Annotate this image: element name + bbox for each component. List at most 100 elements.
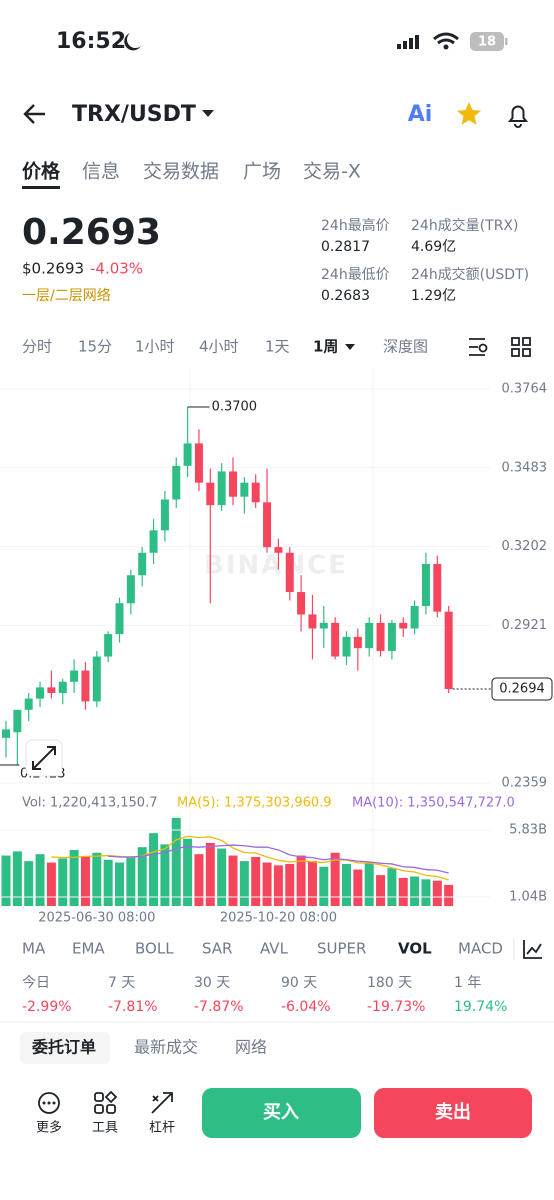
- indicator[interactable]: AVL: [260, 940, 289, 958]
- volume-bar: [171, 817, 181, 906]
- buy-button[interactable]: [202, 1088, 361, 1138]
- pair-title[interactable]: TRX/USDT: [72, 102, 196, 127]
- candle-body: [13, 709, 22, 733]
- candle-body: [138, 552, 147, 576]
- candle-body: [115, 603, 124, 635]
- interval[interactable]: 1小时: [135, 338, 175, 356]
- candle-body: [444, 611, 453, 690]
- volume-bar: [183, 838, 193, 906]
- order-tab[interactable]: 网络: [235, 1038, 267, 1057]
- tab[interactable]: 交易数据: [143, 161, 219, 183]
- volume-tick-label: 1.04B: [509, 889, 547, 904]
- bell-icon[interactable]: [507, 105, 529, 128]
- stat-value: 0.2683: [321, 288, 370, 304]
- volume-bar: [262, 862, 272, 906]
- volume-legend: MA(10): 1,350,547,727.0: [352, 796, 515, 811]
- stat-label: 24h最低价: [321, 267, 390, 283]
- candle-body: [126, 575, 135, 604]
- stat-value: 0.2817: [321, 239, 370, 255]
- y-tick-label: 0.2359: [502, 776, 548, 791]
- interval-dropdown[interactable]: [345, 344, 355, 350]
- chart-settings-icon[interactable]: [469, 338, 488, 356]
- fullscreen-icon: [32, 746, 56, 770]
- volume-bar: [444, 884, 454, 906]
- x-tick-label: 2025-10-20 08:00: [220, 911, 337, 926]
- ai-button[interactable]: Ai: [408, 102, 433, 127]
- candle-body: [70, 670, 79, 682]
- y-tick-label: 0.3202: [502, 539, 548, 554]
- candle-body: [308, 614, 317, 629]
- volume-bar: [126, 856, 136, 906]
- sell-button[interactable]: [374, 1088, 532, 1138]
- indicator[interactable]: MA: [22, 940, 46, 958]
- volume-bar: [251, 856, 261, 906]
- period-change: 19.74%: [454, 999, 507, 1015]
- candle-body: [399, 622, 408, 629]
- back-button[interactable]: [23, 104, 45, 124]
- candle-body: [365, 622, 374, 649]
- candle-body: [206, 482, 215, 506]
- interval[interactable]: 深度图: [383, 338, 428, 356]
- tab[interactable]: 广场: [243, 161, 281, 183]
- tool-label[interactable]: 更多: [36, 1120, 62, 1136]
- interval[interactable]: 1周: [313, 338, 338, 356]
- last-price-label: 0.2694: [499, 682, 545, 697]
- tab[interactable]: 交易-X: [303, 161, 361, 183]
- candle-body: [342, 636, 351, 657]
- usd-price: $0.2693: [22, 260, 84, 278]
- favorite-star[interactable]: [457, 102, 481, 125]
- tool-label[interactable]: 工具: [92, 1121, 118, 1136]
- volume-bar: [307, 861, 317, 906]
- buy-label[interactable]: 买入: [263, 1102, 299, 1123]
- pair-dropdown[interactable]: [202, 110, 214, 117]
- candle-body: [183, 443, 192, 466]
- order-tab[interactable]: 最新成交: [134, 1038, 198, 1057]
- period-change: -19.73%: [367, 999, 425, 1015]
- interval[interactable]: 4小时: [199, 338, 239, 356]
- signal-icon: [397, 35, 419, 49]
- tab[interactable]: 信息: [82, 161, 120, 183]
- volume-bar: [103, 859, 113, 906]
- indicator-settings[interactable]: [523, 940, 542, 959]
- period-label: 1 年: [454, 975, 481, 991]
- candle-body: [47, 687, 56, 693]
- last-price-box: [491, 677, 553, 701]
- interval[interactable]: 1天: [265, 338, 290, 356]
- last-price: 0.2693: [22, 212, 161, 253]
- indicator[interactable]: VOL: [398, 940, 432, 958]
- indicator[interactable]: SUPER: [317, 940, 366, 958]
- candle-body: [433, 563, 442, 612]
- network-tag[interactable]: 一层/二层网络: [22, 288, 111, 304]
- candle-body: [58, 681, 67, 693]
- volume-bar: [296, 855, 306, 906]
- candle-body: [160, 499, 169, 531]
- candle-body: [285, 552, 294, 593]
- tab-underline: [22, 186, 60, 189]
- volume-bar: [115, 862, 124, 906]
- candle-body: [319, 622, 328, 629]
- volume-bar: [58, 858, 68, 906]
- order-tab[interactable]: 委托订单: [31, 1038, 96, 1057]
- tab[interactable]: 价格: [22, 160, 61, 183]
- candle-body: [92, 656, 101, 702]
- indicator[interactable]: SAR: [202, 940, 232, 958]
- layout-icon[interactable]: [511, 337, 531, 357]
- interval[interactable]: 15分: [78, 338, 112, 356]
- sell-label[interactable]: 卖出: [435, 1101, 471, 1123]
- candle-body: [81, 670, 90, 702]
- indicator[interactable]: MACD: [458, 940, 503, 958]
- stat-value: 1.29亿: [411, 288, 456, 304]
- battery-icon: [470, 32, 504, 51]
- indicator[interactable]: BOLL: [135, 940, 174, 958]
- interval[interactable]: 分时: [22, 338, 52, 356]
- volume-bar: [149, 833, 159, 906]
- tool-label[interactable]: 杠杆: [149, 1120, 175, 1136]
- volume-bar: [46, 862, 56, 906]
- stat-label: 24h成交额(USDT): [411, 266, 529, 283]
- indicator[interactable]: EMA: [72, 940, 105, 958]
- more-dots: [42, 1101, 56, 1105]
- volume-bar: [398, 877, 408, 906]
- candle-body: [387, 622, 396, 651]
- wifi-dot: [443, 44, 449, 50]
- volume-bar: [239, 861, 249, 906]
